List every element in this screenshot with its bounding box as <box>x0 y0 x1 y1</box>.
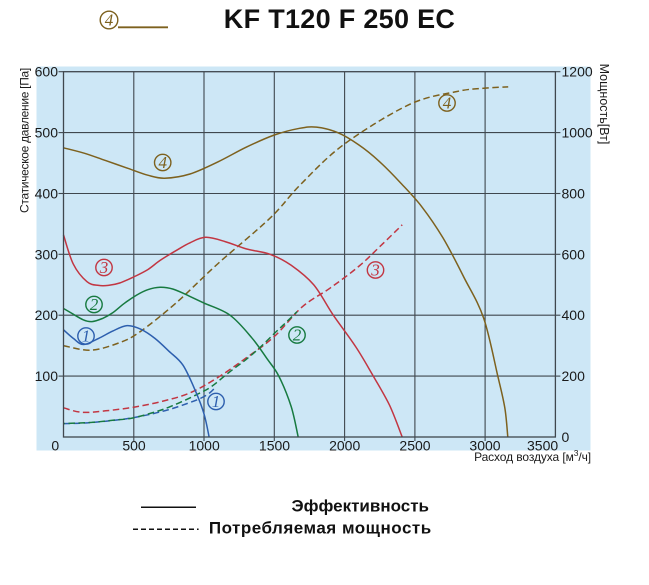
svg-text:0: 0 <box>562 429 570 445</box>
svg-text:2: 2 <box>90 295 99 314</box>
svg-text:Эффективность: Эффективность <box>292 496 429 515</box>
svg-text:200: 200 <box>35 307 59 323</box>
svg-text:3500: 3500 <box>527 438 558 454</box>
svg-text:600: 600 <box>562 246 586 262</box>
svg-text:2: 2 <box>293 326 302 345</box>
svg-text:Потребляемая мощность: Потребляемая мощность <box>209 518 432 537</box>
svg-text:100: 100 <box>35 368 59 384</box>
svg-text:4: 4 <box>105 11 114 30</box>
svg-text:400: 400 <box>562 307 586 323</box>
svg-text:400: 400 <box>35 186 59 202</box>
svg-text:0: 0 <box>51 438 59 454</box>
svg-text:2500: 2500 <box>399 438 430 454</box>
svg-text:KF T120 F 250 EC: KF T120 F 250 EC <box>224 4 455 34</box>
svg-text:1: 1 <box>212 392 221 411</box>
svg-text:200: 200 <box>562 368 586 384</box>
svg-text:1000: 1000 <box>189 438 220 454</box>
svg-text:1500: 1500 <box>259 438 290 454</box>
svg-text:300: 300 <box>35 246 59 262</box>
svg-text:500: 500 <box>122 438 146 454</box>
svg-text:1000: 1000 <box>562 125 593 141</box>
svg-text:3000: 3000 <box>469 438 500 454</box>
svg-text:4: 4 <box>158 153 167 172</box>
svg-text:3: 3 <box>370 261 380 280</box>
svg-text:1: 1 <box>82 327 91 346</box>
svg-text:Расход воздуха [м3/ч]: Расход воздуха [м3/ч] <box>474 448 591 464</box>
svg-text:Статическое давление [Па]: Статическое давление [Па] <box>18 68 32 213</box>
svg-text:2000: 2000 <box>329 438 360 454</box>
svg-text:4: 4 <box>443 94 452 113</box>
svg-text:Мощность[Вт]: Мощность[Вт] <box>597 64 611 145</box>
svg-text:600: 600 <box>35 64 59 80</box>
svg-text:500: 500 <box>35 125 59 141</box>
svg-text:800: 800 <box>562 186 586 202</box>
svg-text:3: 3 <box>99 258 109 277</box>
svg-text:1200: 1200 <box>562 64 593 80</box>
